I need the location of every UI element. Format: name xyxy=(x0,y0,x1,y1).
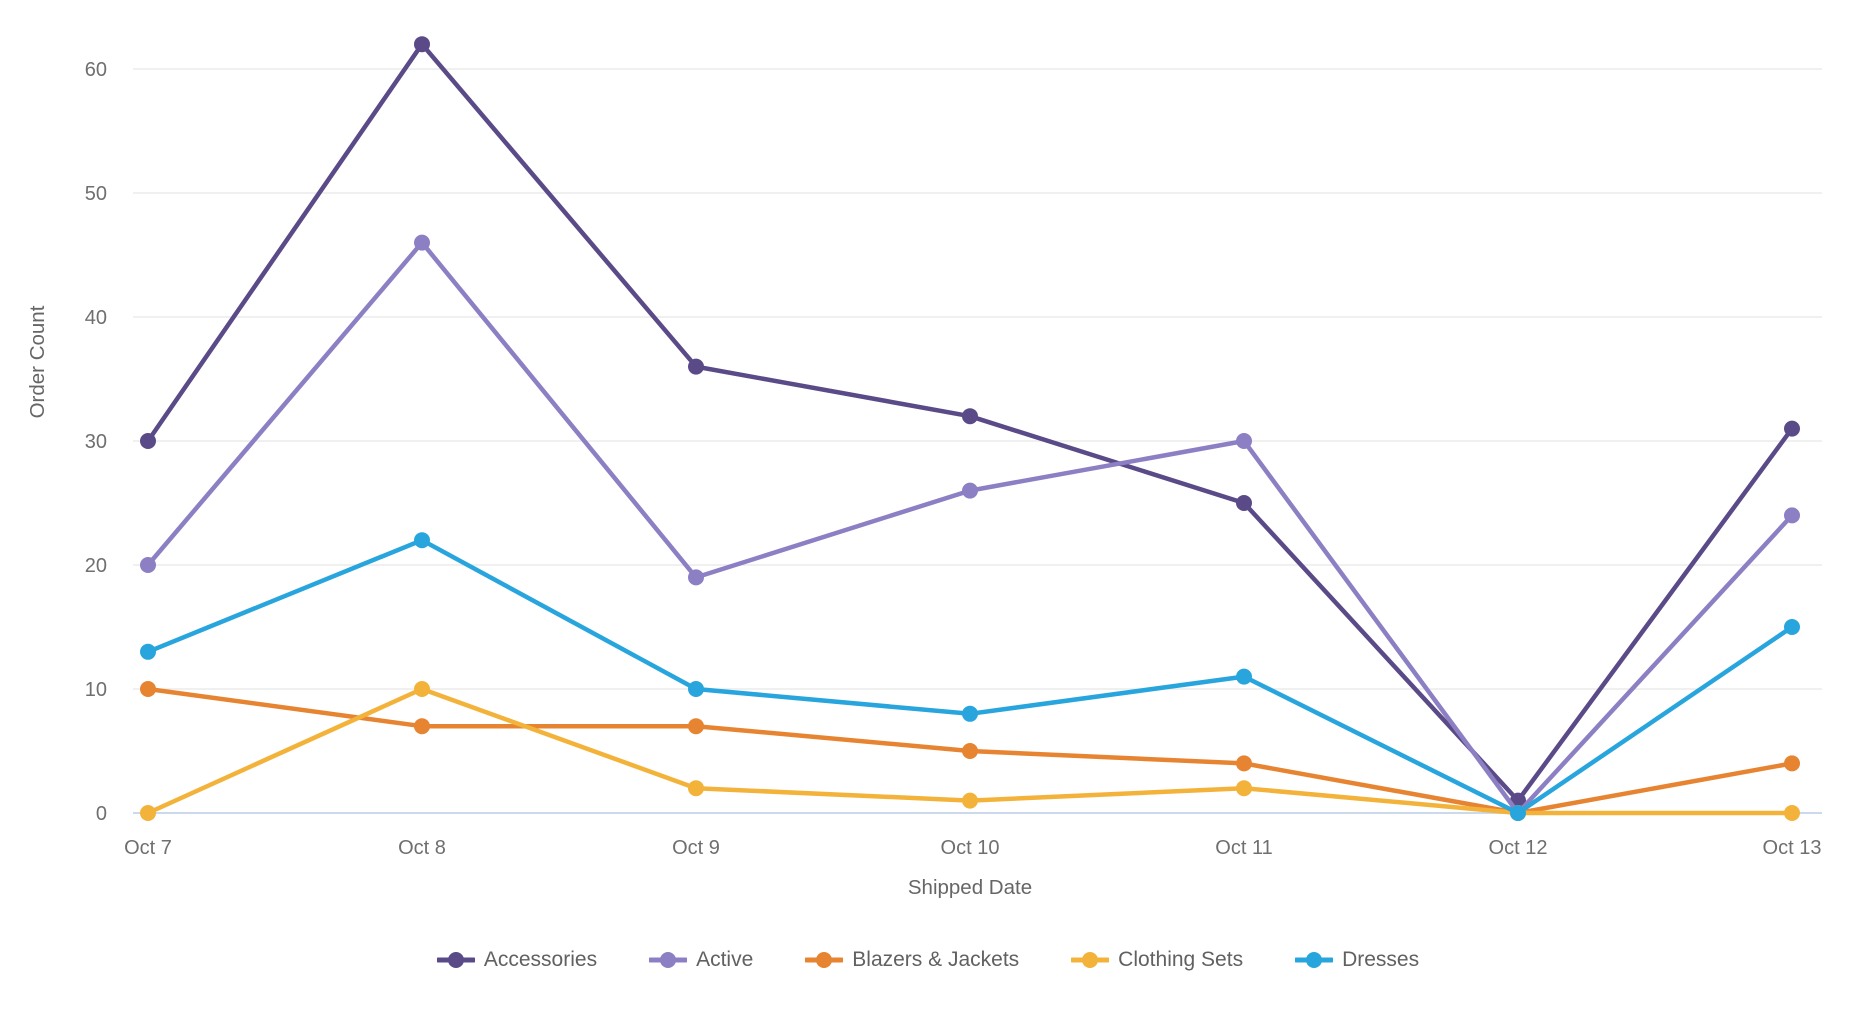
legend-item-blazers-jackets[interactable]: Blazers & Jackets xyxy=(805,948,1019,972)
plot-area: 0 10 20 30 40 50 60 Oct 7 Oct 8 Oct 9 Oct 10 Oct 11… xyxy=(26,36,1822,899)
data-point-active-oct-11[interactable] xyxy=(1236,433,1252,449)
legend-dot-icon xyxy=(660,952,677,968)
y-tick-label-20: 20 xyxy=(85,555,107,577)
gridlines xyxy=(133,68,1822,814)
data-point-active-oct-13[interactable] xyxy=(1784,507,1800,524)
chart-legend: Accessories Active Blazers & Jackets Clothi… xyxy=(0,948,1856,972)
data-point-accessories-oct-7[interactable] xyxy=(140,433,156,449)
data-point-dresses-oct-7[interactable] xyxy=(140,643,156,660)
y-tick-label-10: 10 xyxy=(85,679,107,701)
legend-label: Accessories xyxy=(483,948,598,971)
data-point-clothing-sets-oct-7[interactable] xyxy=(140,805,156,821)
series-line-active xyxy=(145,240,1795,816)
data-point-active-oct-9[interactable] xyxy=(688,569,704,586)
data-point-clothing-sets-oct-13[interactable] xyxy=(1784,805,1800,821)
data-point-dresses-oct-9[interactable] xyxy=(688,681,704,697)
series-active xyxy=(140,234,1800,821)
legend-item-active[interactable]: Active xyxy=(649,948,753,972)
data-point-active-oct-8[interactable] xyxy=(414,234,430,251)
x-tick-label-oct-9: Oct 9 xyxy=(672,837,720,859)
legend-marker-dresses-icon xyxy=(1295,952,1334,968)
data-point-dresses-oct-8[interactable] xyxy=(414,532,430,549)
legend-label: Blazers & Jackets xyxy=(852,948,1020,971)
legend-label: Clothing Sets xyxy=(1118,948,1244,971)
series-line-dresses xyxy=(145,537,1795,816)
data-point-dresses-oct-10[interactable] xyxy=(962,705,978,722)
data-point-blazers-jackets-oct-7[interactable] xyxy=(140,681,156,697)
legend-dot-icon xyxy=(447,952,464,968)
x-tick-label-oct-11: Oct 11 xyxy=(1215,837,1272,859)
x-tick-label-oct-12: Oct 12 xyxy=(1489,837,1548,859)
y-tick-label-60: 60 xyxy=(85,59,107,81)
series-dresses xyxy=(140,532,1800,821)
legend-label: Dresses xyxy=(1342,948,1420,971)
data-point-clothing-sets-oct-9[interactable] xyxy=(688,780,704,797)
legend-label: Active xyxy=(696,948,754,971)
x-tick-label-oct-10: Oct 10 xyxy=(941,837,1000,859)
series-accessories xyxy=(140,36,1800,809)
data-point-clothing-sets-oct-8[interactable] xyxy=(414,681,430,697)
data-point-clothing-sets-oct-11[interactable] xyxy=(1236,780,1252,797)
data-point-dresses-oct-12[interactable] xyxy=(1510,805,1526,821)
legend-item-clothing-sets[interactable]: Clothing Sets xyxy=(1071,948,1243,972)
legend-marker-blazers-jackets-icon xyxy=(805,952,844,968)
data-point-dresses-oct-13[interactable] xyxy=(1784,619,1800,635)
legend-item-accessories[interactable]: Accessories xyxy=(436,948,598,972)
data-point-blazers-jackets-oct-10[interactable] xyxy=(962,743,978,759)
y-tick-label-50: 50 xyxy=(85,183,107,205)
x-tick-label-oct-13: Oct 13 xyxy=(1763,837,1822,859)
data-point-accessories-oct-9[interactable] xyxy=(688,358,704,375)
y-tick-label-40: 40 xyxy=(85,307,107,329)
y-axis-title: Order Count xyxy=(26,305,49,418)
data-point-blazers-jackets-oct-8[interactable] xyxy=(414,718,430,735)
data-point-dresses-oct-11[interactable] xyxy=(1236,668,1252,685)
data-point-accessories-oct-13[interactable] xyxy=(1784,420,1800,437)
x-tick-label-oct-7: Oct 7 xyxy=(124,837,172,859)
data-point-blazers-jackets-oct-11[interactable] xyxy=(1236,755,1252,772)
x-tick-label-oct-8: Oct 8 xyxy=(398,837,446,859)
y-tick-label-0: 0 xyxy=(96,803,107,825)
y-tick-label-30: 30 xyxy=(85,431,107,453)
series-layer xyxy=(140,36,1800,821)
legend-marker-accessories-icon xyxy=(436,952,475,968)
data-point-accessories-oct-11[interactable] xyxy=(1236,495,1252,511)
legend-dot-icon xyxy=(816,952,833,968)
legend-marker-active-icon xyxy=(649,952,688,968)
data-point-active-oct-10[interactable] xyxy=(962,482,978,499)
x-axis-title: Shipped Date xyxy=(908,876,1032,899)
legend-marker-clothing-sets-icon xyxy=(1071,952,1110,968)
data-point-accessories-oct-10[interactable] xyxy=(962,408,978,425)
legend-dot-icon xyxy=(1082,952,1099,968)
legend-dot-icon xyxy=(1306,952,1323,968)
legend-item-dresses[interactable]: Dresses xyxy=(1295,948,1419,972)
data-point-blazers-jackets-oct-13[interactable] xyxy=(1784,755,1800,772)
data-point-blazers-jackets-oct-9[interactable] xyxy=(688,718,704,735)
axis-labels: 0 10 20 30 40 50 60 Oct 7 Oct 8 Oct 9 Oct 10 Oct 11… xyxy=(85,59,1822,859)
data-point-active-oct-7[interactable] xyxy=(140,557,156,573)
data-point-accessories-oct-8[interactable] xyxy=(414,36,430,53)
data-point-clothing-sets-oct-10[interactable] xyxy=(962,792,978,809)
